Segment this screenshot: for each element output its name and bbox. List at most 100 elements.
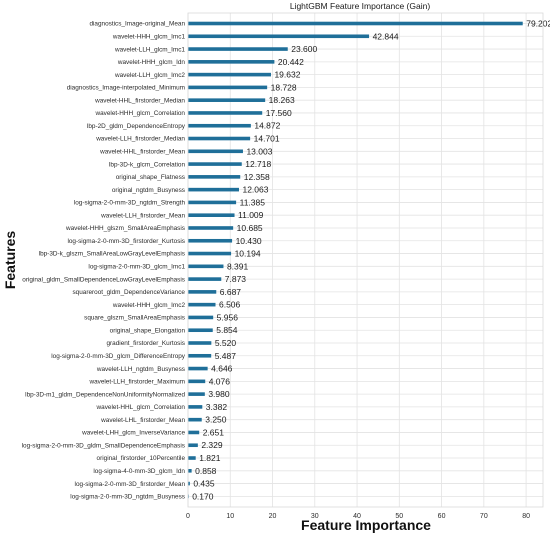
bar-value-label: 10.685 [237,223,263,233]
bar-value-label: 23.600 [291,44,317,54]
y-tick-label: wavelet-LLH_glcm_Imc1 [114,46,185,53]
y-tick-label: wavelet-LLH_glcm_Imc2 [114,72,185,79]
y-tick-label: gradient_firstorder_Kurtosis [106,340,185,347]
bar [188,379,206,384]
bar-value-label: 0.858 [195,466,217,476]
x-tick-label: 0 [186,513,190,520]
y-tick-label: lbp-3D-k_glszm_SmallAreaLowGrayLevelEmph… [39,251,185,258]
y-tick-label: log-sigma-2-0-mm-3D_gldm_SmallDependence… [22,442,185,449]
y-tick-label: wavelet-HHH_glszm_SmallAreaEmphasis [65,225,185,232]
bar-value-label: 20.442 [278,57,304,67]
data-labels: 79.202 42.844 23.600 20.442 19.632 18.728 18.2… [192,19,550,502]
bar-value-label: 5.854 [216,325,238,335]
bar-value-label: 42.844 [373,31,399,41]
bar [188,302,216,307]
x-tick-label: 40 [353,513,361,520]
bar [188,136,251,141]
x-tick-labels: 0 10 20 30 40 50 60 70 80 [186,513,530,520]
bar [188,469,192,473]
y-tick-label: lbp-3D-m1_gldm_DependenceNonUniformityNo… [25,391,185,398]
x-tick-label: 70 [480,513,488,520]
plot-area-frame [187,12,544,508]
bar [188,366,208,371]
bar [188,34,370,39]
bar-value-label: 18.263 [269,95,295,105]
y-tick-label: lbp-2D_gldm_DependenceEntropy [87,123,186,130]
bar-value-label: 3.980 [208,389,230,399]
bar-value-label: 11.009 [238,210,264,220]
bar-value-label: 10.430 [236,236,262,246]
bar [188,315,214,320]
bar [188,277,222,281]
y-tick-label: diagnostics_Image-original_Mean [89,21,185,28]
bar-value-label: 6.506 [219,300,241,310]
bar [188,443,198,448]
x-tick-label: 20 [269,513,277,520]
bar [188,430,200,435]
y-tick-label: log-sigma-2-0-mm-3D_ngtdm_Strength [74,200,186,207]
bar [188,162,242,166]
bar [188,417,202,422]
y-axis-title: Features [2,231,18,290]
y-tick-labels: diagnostics_Image-original_Mean wavelet-H… [22,21,186,501]
bar [188,175,241,179]
y-tick-label: wavelet-HHH_glcm_Imc2 [112,302,186,309]
x-tick-label: 80 [522,513,530,520]
y-tick-label: log-sigma-2-0-mm-3D_firstorder_Kurtosis [67,238,185,245]
bar [188,149,243,154]
y-tick-label: wavelet-HHH_glcm_Correlation [94,110,185,117]
chart-title: LightGBM Feature Importance (Gain) [290,1,430,11]
bar-value-label: 3.250 [205,415,227,425]
bar [188,405,203,409]
bar-value-label: 4.646 [211,364,233,374]
bar-value-label: 11.385 [240,197,266,207]
y-tick-label: original_gldm_SmallDependenceLowGrayLeve… [22,276,185,283]
y-tick-label: wavelet-HHL_firstorder_Mean [99,149,185,156]
y-tick-label: wavelet-HHH_glcm_Idn [117,59,186,66]
bar-value-label: 7.873 [225,274,247,284]
y-tick-label: wavelet-LLH_firstorder_Mean [100,212,185,219]
y-tick-label: wavelet-HHL_firstorder_Median [94,97,185,104]
bar-value-label: 17.560 [266,108,292,118]
bar [188,238,233,243]
bar [188,98,266,102]
bar-value-label: 10.194 [235,249,261,259]
bar-value-label: 5.520 [215,338,237,348]
y-tick-label: lbp-3D-k_glcm_Correlation [109,161,185,168]
y-tick-label: original_firstorder_10Percentile [97,455,186,462]
bar [188,187,239,192]
y-tick-label: squareroot_gldm_DependenceVariance [72,289,185,296]
bar-value-label: 14.872 [254,121,280,131]
y-tick-label: wavelet-HHH_glcm_Imc1 [112,33,186,40]
x-axis-title: Feature Importance [301,517,431,533]
bar-value-label: 19.632 [274,70,300,80]
bar [188,328,213,333]
bar [188,213,235,217]
y-tick-label: diagnostics_Image-interpolated_Minimum [67,85,185,92]
y-tick-label: original_shape_Elongation [110,327,186,334]
bar [188,47,288,51]
bar-value-label: 12.063 [242,185,268,195]
bar-value-label: 5.487 [215,351,237,361]
bar [188,341,212,345]
bar-value-label: 5.956 [217,312,239,322]
y-tick-label: log-sigma-2-0-mm-3D_glcm_Imc1 [88,264,185,271]
bar [188,60,275,64]
y-tick-label: square_glszm_SmallAreaEmphasis [84,315,185,322]
y-tick-label: wavelet-LLH_firstorder_Maximum [88,379,185,386]
bar [188,290,217,294]
bar [188,353,212,358]
bar-value-label: 2.651 [203,427,225,437]
bar-value-label: 79.202 [526,19,550,29]
bar [188,481,190,486]
bar-value-label: 8.391 [227,261,249,271]
bar-value-label: 14.701 [254,134,280,144]
bar [188,200,237,205]
bar-value-label: 1.821 [199,453,221,463]
y-tick-label: log-sigma-2-0-mm-3D_ngtdm_Busyness [70,494,185,501]
y-tick-label: wavelet-LLH_ngtdm_Busyness [96,366,185,373]
bar [188,111,263,115]
bar [188,21,523,26]
